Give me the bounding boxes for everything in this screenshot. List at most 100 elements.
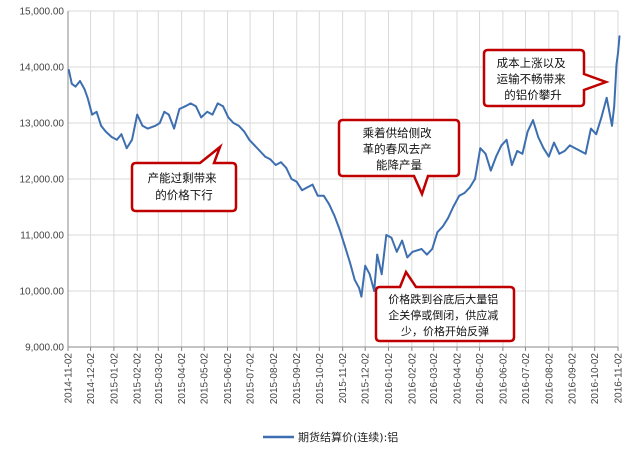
annotation-cost-rise-line-2: 运输不畅带来	[497, 72, 566, 86]
data-point	[395, 250, 398, 253]
data-point	[158, 122, 161, 124]
x-tick-label: 2015-11-02	[338, 353, 349, 404]
data-point	[100, 124, 103, 127]
annotation-cost-rise: 成本上涨以及 运输不畅带来 的铝价攀升	[482, 48, 610, 108]
annotation-rebound-bubble	[374, 269, 516, 343]
data-point	[441, 225, 444, 228]
data-point	[74, 85, 77, 88]
data-point	[343, 245, 346, 248]
x-tick-label: 2015-01-02	[109, 353, 120, 405]
data-point	[495, 155, 498, 158]
data-point	[579, 150, 582, 152]
data-point	[67, 68, 70, 71]
x-tick-label: 2016-11-02	[614, 353, 625, 404]
data-point	[590, 127, 592, 130]
data-point	[154, 124, 157, 127]
data-point	[406, 256, 409, 259]
data-point	[532, 119, 534, 122]
data-point	[274, 164, 277, 166]
data-point	[521, 152, 524, 155]
y-tick-label: 11,000.00	[20, 231, 64, 242]
data-point	[360, 295, 363, 298]
data-point	[306, 186, 309, 189]
data-point	[353, 278, 356, 281]
annotation-supply-reform-line-3: 能降产量	[376, 158, 422, 172]
data-point	[91, 113, 93, 116]
data-point	[368, 273, 371, 276]
data-point	[146, 127, 149, 130]
x-tick-label: 2016-07-02	[521, 353, 532, 405]
data-point	[285, 166, 288, 169]
data-point	[463, 192, 466, 194]
data-point	[200, 116, 203, 119]
data-point	[104, 130, 107, 133]
x-tick-label: 2015-12-02	[361, 353, 372, 405]
data-point	[316, 194, 319, 197]
data-point	[184, 105, 187, 108]
data-point	[358, 287, 361, 290]
data-point	[600, 116, 603, 119]
data-point	[489, 169, 492, 172]
annotation-supply-reform: 乘着供给侧改 革的春风去产 能降产量	[337, 118, 461, 198]
x-tick-label: 2015-04-02	[177, 353, 188, 405]
annotation-rebound-line-2: 企关停或倒闭，供应减	[388, 308, 498, 322]
x-tick-label: 2014-11-02	[64, 353, 75, 404]
data-point	[206, 110, 209, 113]
annotation-cost-rise-line-1: 成本上涨以及	[497, 56, 566, 70]
data-point	[390, 236, 393, 239]
data-point	[568, 144, 571, 147]
data-point	[484, 152, 487, 155]
data-point	[505, 138, 508, 141]
data-point	[163, 110, 166, 113]
data-point	[618, 35, 621, 38]
annotation-supply-reform-line-1: 乘着供给侧改	[363, 126, 432, 140]
data-point	[431, 248, 434, 250]
annotation-overcapacity-bubble	[130, 143, 238, 213]
data-point	[290, 178, 293, 180]
data-point	[373, 290, 376, 292]
annotation-supply-reform-bubble	[337, 118, 461, 198]
data-point	[349, 262, 352, 264]
data-point	[452, 206, 455, 208]
x-tick-label: 2016-03-02	[429, 353, 440, 405]
data-point	[243, 130, 245, 133]
x-tick-label: 2016-01-02	[384, 353, 395, 405]
annotation-overcapacity: 产能过剩带来 的价格下行	[130, 143, 238, 213]
x-tick-label: 2016-08-02	[544, 353, 555, 405]
annotation-overcapacity-line-2: 的价格下行	[155, 188, 213, 202]
data-point	[584, 152, 587, 155]
data-point	[468, 186, 471, 189]
data-point	[95, 110, 98, 113]
data-point	[227, 116, 230, 119]
data-point	[411, 250, 414, 253]
data-point	[222, 105, 224, 108]
annotation-overcapacity-line-1: 产能过剩带来	[148, 171, 217, 185]
data-point	[595, 133, 598, 136]
y-tick-label: 14,000.00	[20, 63, 65, 74]
annotation-cost-rise-bubble	[482, 48, 610, 108]
y-tick-label: 12,000.00	[20, 175, 65, 186]
x-tick-label: 2015-02-02	[133, 353, 144, 405]
svg-text:价格跌到谷底后大量铝 企关停或倒闭，供应减: 价格跌到谷底后大量铝 企关停或倒闭，供应减 少，价格开始反弹	[388, 292, 502, 338]
annotation-rebound-line-1: 价格跌到谷底后大量铝	[388, 292, 498, 306]
x-axis: 2014-11-02 2014-12-02 2015-01-02 2015-02-02…	[64, 346, 625, 405]
data-point	[547, 155, 550, 158]
data-point	[617, 52, 619, 54]
data-point	[380, 273, 383, 276]
data-point	[558, 152, 561, 155]
data-point	[295, 180, 298, 183]
data-point	[280, 161, 282, 164]
data-point	[216, 102, 219, 105]
data-point	[425, 253, 428, 256]
svg-text:成本上涨以及 运输不畅带来 的铝价攀: 成本上涨以及 运输不畅带来 的铝价攀升	[497, 56, 570, 102]
data-point	[401, 239, 403, 242]
data-point	[311, 183, 314, 186]
data-point	[322, 194, 325, 197]
data-point	[516, 150, 519, 152]
data-point	[605, 96, 608, 99]
data-point	[611, 124, 613, 127]
data-point	[211, 113, 214, 116]
data-point	[131, 138, 133, 141]
data-point	[248, 138, 251, 141]
data-point	[474, 178, 476, 180]
